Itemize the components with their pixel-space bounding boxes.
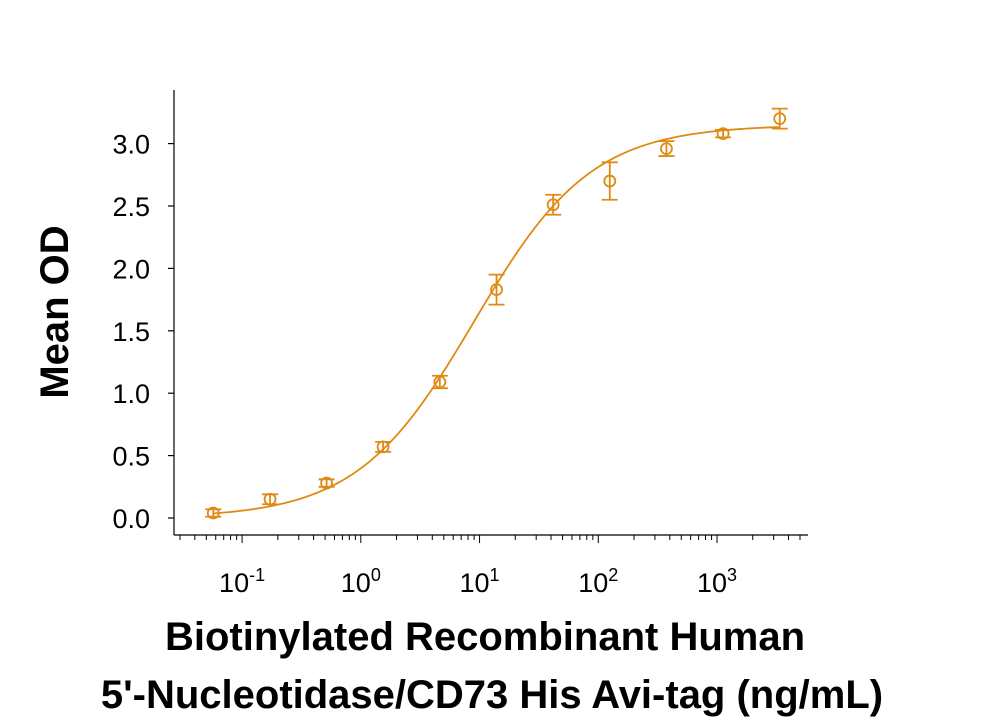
data-point bbox=[433, 375, 447, 389]
data-point bbox=[263, 492, 277, 506]
x-tick-label: 101 bbox=[460, 565, 500, 598]
fit-curve bbox=[213, 126, 780, 515]
data-point bbox=[660, 142, 673, 155]
data-point bbox=[206, 506, 220, 520]
data-point bbox=[320, 476, 333, 490]
x-axis-title-line1: Biotinylated Recombinant Human bbox=[165, 615, 805, 659]
plot-area: 0.0 0.5 1.0 1.5 2.0 2.5 3.0 10-1 100 101 102 103 bbox=[112, 90, 808, 598]
y-axis-title: Mean OD bbox=[33, 225, 77, 398]
data-point bbox=[546, 198, 560, 212]
x-tick-label: 103 bbox=[697, 565, 737, 598]
y-tick-label: 1.0 bbox=[112, 379, 150, 409]
data-point bbox=[376, 440, 390, 454]
data-point bbox=[603, 174, 617, 188]
data-point bbox=[490, 283, 503, 297]
x-tick-label: 100 bbox=[341, 565, 381, 598]
x-axis-title-line2: 5'-Nucleotidase/CD73 His Avi-tag (ng/mL) bbox=[101, 673, 883, 717]
y-tick-label: 2.0 bbox=[112, 254, 150, 284]
y-tick-label: 2.5 bbox=[112, 192, 150, 222]
y-tick-label: 0.0 bbox=[112, 504, 150, 534]
y-tick-label: 0.5 bbox=[112, 442, 150, 472]
y-tick-label: 3.0 bbox=[112, 130, 150, 160]
data-point bbox=[773, 112, 787, 126]
x-tick-label: 10-1 bbox=[219, 565, 265, 598]
y-tick-label: 1.5 bbox=[112, 317, 150, 347]
x-tick-label: 102 bbox=[578, 565, 618, 598]
data-point bbox=[716, 127, 730, 141]
